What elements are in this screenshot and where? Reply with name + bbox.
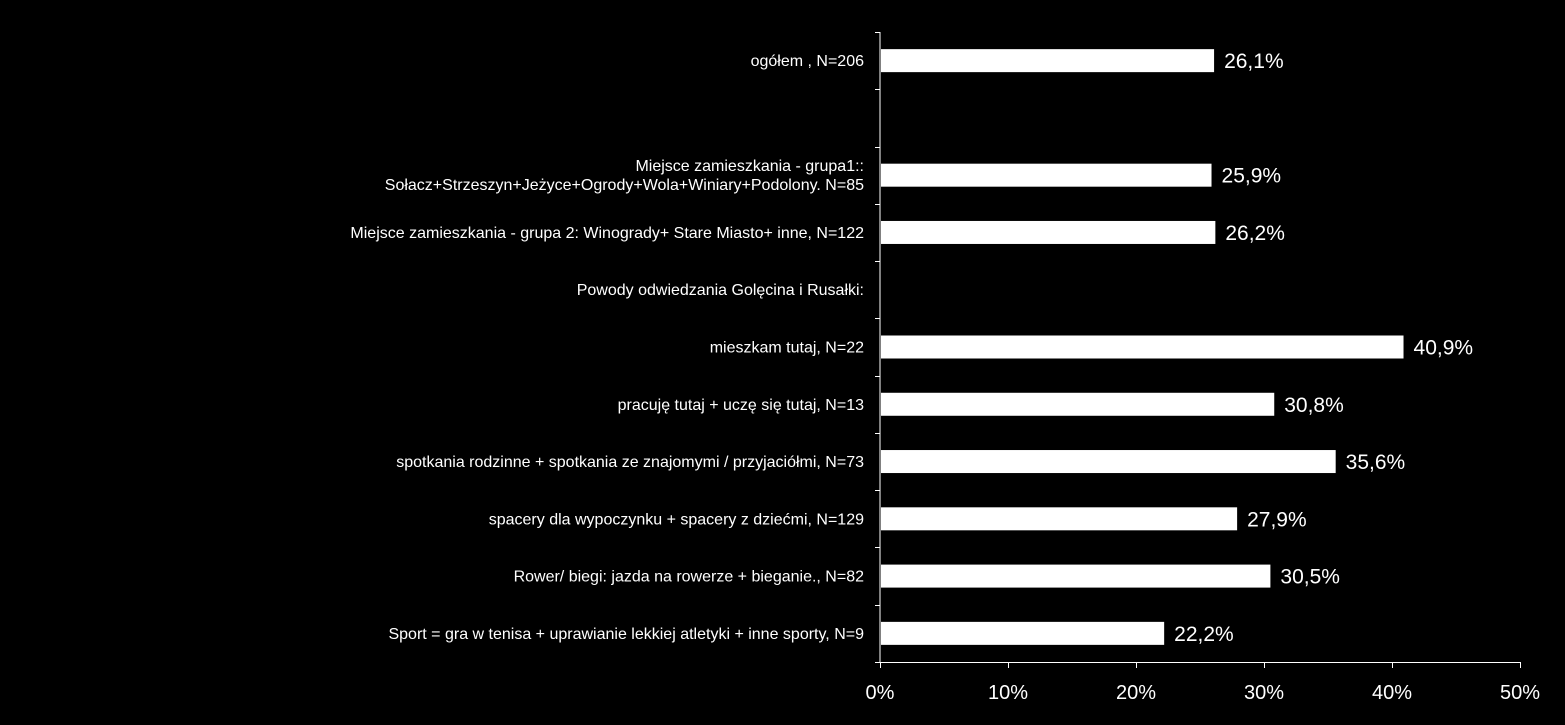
category-label-line: Rower/ biegi: jazda na rowerze + biegani… [514, 569, 865, 586]
bar [881, 335, 1404, 359]
category-label: mieszkam tutaj, N=22 [710, 340, 864, 357]
bar [881, 564, 1271, 588]
axis-ticks [875, 32, 881, 663]
bar [881, 621, 1165, 645]
bar [881, 507, 1238, 531]
bar [881, 450, 1336, 474]
data-label: 26,2% [1225, 222, 1285, 245]
data-labels: 26,1% 25,9% 26,2% 40,9% 30,8% 35,6% 27,9% 30,5%… [1174, 50, 1473, 646]
category-label: spacery dla wypoczynku + spacery z dzieć… [489, 511, 864, 528]
category-label: Rower/ biegi: jazda na rowerze + biegani… [514, 569, 865, 586]
category-label: pracuję tutaj + uczę się tutaj, N=13 [618, 397, 864, 414]
category-label: Miejsce zamieszkania - grupa 2: Winograd… [350, 225, 864, 242]
bar [881, 49, 1215, 73]
bars [881, 49, 1404, 645]
category-labels: ogółem , N=206 Miejsce zamieszkania - gru… [350, 53, 864, 643]
category-label-line: spotkania rodzinne + spotkania ze znajom… [396, 454, 864, 471]
data-label: 26,1% [1224, 50, 1284, 73]
x-tick-label: 50% [1500, 682, 1540, 704]
x-axis: 0% 10% 20% 30% 40% 50% [866, 662, 1540, 704]
category-label-line: Miejsce zamieszkania - grupa1:: [635, 158, 864, 175]
category-label: spotkania rodzinne + spotkania ze znajom… [396, 454, 864, 471]
bar [881, 392, 1275, 416]
category-label: Sport = gra w tenisa + uprawianie lekkie… [388, 626, 864, 643]
category-label-line: Sport = gra w tenisa + uprawianie lekkie… [388, 626, 864, 643]
data-label: 40,9% [1414, 337, 1474, 360]
category-label-line: pracuję tutaj + uczę się tutaj, N=13 [618, 397, 864, 414]
data-label: 35,6% [1346, 451, 1406, 474]
category-label-line: mieszkam tutaj, N=22 [710, 340, 864, 357]
data-label: 25,9% [1222, 165, 1282, 188]
category-label-line: Sołacz+Strzeszyn+Jeżyce+Ogrody+Wola+Wini… [385, 177, 864, 194]
category-label-line: Powody odwiedzania Golęcina i Rusałki: [577, 282, 864, 299]
x-tick-label: 40% [1372, 682, 1412, 704]
data-label: 27,9% [1247, 508, 1307, 531]
bar [881, 163, 1212, 187]
x-tick-label: 0% [866, 682, 895, 704]
category-label: Miejsce zamieszkania - grupa1:: Sołacz+St… [385, 158, 864, 194]
category-label-line: Miejsce zamieszkania - grupa 2: Winograd… [350, 225, 864, 242]
category-label: Powody odwiedzania Golęcina i Rusałki: [577, 282, 864, 299]
x-tick-label: 10% [988, 682, 1028, 704]
data-label: 22,2% [1174, 623, 1234, 646]
category-label-line: spacery dla wypoczynku + spacery z dzieć… [489, 511, 864, 528]
data-label: 30,8% [1284, 394, 1344, 417]
category-label-line: ogółem , N=206 [751, 53, 865, 70]
x-tick-label: 30% [1244, 682, 1284, 704]
data-label: 30,5% [1280, 566, 1340, 589]
category-label: ogółem , N=206 [751, 53, 865, 70]
x-tick-label: 20% [1116, 682, 1156, 704]
bar [881, 220, 1216, 244]
